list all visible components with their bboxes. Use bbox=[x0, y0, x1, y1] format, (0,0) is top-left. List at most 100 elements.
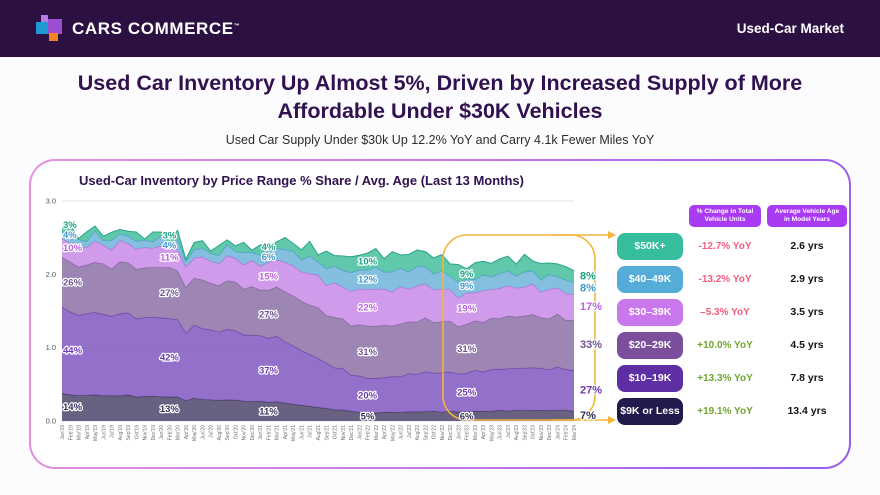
percent-share-label: 31% bbox=[457, 344, 477, 355]
percent-share-label: 5% bbox=[361, 411, 375, 422]
legend-chip--20-29k[interactable]: $20–29K bbox=[617, 331, 683, 359]
percent-share-label: 42% bbox=[160, 353, 180, 364]
percent-share-label: 25% bbox=[457, 387, 477, 398]
x-axis-tick-label: Nov'19 bbox=[143, 425, 149, 441]
percent-share-label: 9% bbox=[460, 281, 474, 292]
legend-chip--10-19k[interactable]: $10–19K bbox=[617, 364, 683, 392]
y-axis-tick-label: 3.0 bbox=[46, 196, 56, 205]
page-subtitle: Used Car Supply Under $30k Up 12.2% YoY … bbox=[225, 132, 655, 147]
x-axis-tick-label: Jan'21 bbox=[258, 425, 264, 440]
x-axis-tick-label: Apr'20 bbox=[184, 425, 190, 440]
y-axis-tick-label: 2.0 bbox=[46, 270, 56, 279]
x-axis-tick-label: May'19 bbox=[93, 425, 99, 441]
percent-share-label: 33% bbox=[580, 339, 602, 351]
legend-chip--40-49k[interactable]: $40–49K bbox=[617, 265, 683, 293]
x-axis-tick-label: Feb'20 bbox=[167, 425, 173, 440]
area-band--30-39k bbox=[62, 238, 574, 327]
legend-column-header-change: % Change in Total Vehicle Units bbox=[689, 204, 761, 227]
x-axis-tick-label: May'21 bbox=[291, 425, 297, 441]
percent-share-label: 6% bbox=[460, 411, 474, 422]
x-axis-tick-label: Jan'22 bbox=[357, 425, 363, 440]
legend-change-value: -13.2% YoY bbox=[698, 273, 752, 285]
x-axis-tick-label: Jun'19 bbox=[101, 425, 107, 440]
area-band--9k-or-less bbox=[62, 393, 574, 421]
legend-change-value: -12.7% YoY bbox=[698, 240, 752, 252]
area-band--50k- bbox=[62, 223, 574, 283]
y-axis-tick-label: 1.0 bbox=[46, 343, 56, 352]
x-axis-tick-label: Aug'20 bbox=[217, 425, 223, 441]
cars-commerce-logo-icon bbox=[36, 15, 63, 42]
area-band--10-19k bbox=[62, 307, 574, 413]
percent-share-label: 22% bbox=[358, 302, 378, 313]
x-axis-tick-label: Jun'22 bbox=[399, 425, 405, 440]
brand-name: CARS COMMERCE™ bbox=[72, 18, 241, 38]
x-axis-tick-label: Mar'24 bbox=[572, 425, 578, 440]
x-axis-tick-label: Jan'19 bbox=[60, 425, 66, 440]
x-axis-tick-label: Jul'23 bbox=[506, 425, 512, 438]
percent-share-label: 26% bbox=[63, 277, 83, 288]
chart-title: Used-Car Inventory by Price Range % Shar… bbox=[79, 172, 524, 188]
report-section-label: Used-Car Market bbox=[736, 21, 844, 36]
percent-share-label: 4% bbox=[63, 230, 77, 241]
x-axis-tick-label: Apr'21 bbox=[283, 425, 289, 440]
x-axis-tick-label: Jan'20 bbox=[159, 425, 165, 440]
chart-card-border: Used-Car Inventory by Price Range % Shar… bbox=[29, 158, 851, 469]
percent-share-label: 8% bbox=[580, 270, 596, 282]
x-axis-tick-label: Jul'20 bbox=[209, 425, 215, 438]
percent-share-label: 10% bbox=[358, 257, 378, 268]
x-axis-tick-label: Oct'19 bbox=[134, 425, 140, 440]
percent-share-label: 6% bbox=[262, 252, 276, 263]
x-axis-tick-label: Sep'20 bbox=[225, 425, 231, 441]
x-axis-tick-label: Jul'21 bbox=[308, 425, 314, 438]
x-axis-tick-label: Aug'22 bbox=[415, 425, 421, 441]
x-axis-tick-label: Jun'20 bbox=[200, 425, 206, 440]
x-axis-tick-label: Jul'19 bbox=[110, 425, 116, 438]
legend-chip--30-39k[interactable]: $30–39K bbox=[617, 298, 683, 326]
x-axis-tick-label: Mar'22 bbox=[374, 425, 380, 440]
highlight-arrow-head-icon bbox=[608, 415, 616, 424]
top-header-bar: CARS COMMERCE™ Used-Car Market bbox=[0, 0, 880, 57]
x-axis-tick-label: Jul'22 bbox=[407, 425, 413, 438]
legend-chip--50k-[interactable]: $50K+ bbox=[617, 232, 683, 260]
x-axis-tick-label: Nov'22 bbox=[440, 425, 446, 441]
percent-share-label: 31% bbox=[358, 347, 378, 358]
percent-share-label: 11% bbox=[160, 252, 179, 263]
x-axis-tick-label: Feb'19 bbox=[68, 425, 74, 440]
x-axis-tick-label: Dec'23 bbox=[547, 425, 553, 441]
x-axis-tick-label: Dec'20 bbox=[250, 425, 256, 441]
x-axis-tick-label: Nov'23 bbox=[539, 425, 545, 441]
x-axis-tick-label: Dec'21 bbox=[349, 425, 355, 441]
page-title: Used Car Inventory Up Almost 5%, Driven … bbox=[77, 71, 803, 123]
percent-share-label: 10% bbox=[63, 243, 83, 254]
percent-share-label: 11% bbox=[259, 406, 278, 417]
percent-share-label: 14% bbox=[63, 402, 83, 413]
x-axis-tick-label: Apr'19 bbox=[85, 425, 91, 440]
percent-share-label: 27% bbox=[160, 288, 180, 299]
percent-share-label: 27% bbox=[580, 385, 602, 397]
percent-share-label: 27% bbox=[259, 309, 279, 320]
percent-share-label: 12% bbox=[358, 275, 378, 286]
percent-share-label: 20% bbox=[358, 390, 378, 401]
x-axis-tick-label: Feb'21 bbox=[266, 425, 272, 440]
x-axis-tick-label: Dec'22 bbox=[448, 425, 454, 441]
x-axis-tick-label: Apr'22 bbox=[382, 425, 388, 440]
x-axis-tick-label: Aug'23 bbox=[514, 425, 520, 441]
x-axis-tick-label: Oct'23 bbox=[531, 425, 537, 440]
x-axis-tick-label: Mar'21 bbox=[275, 425, 281, 440]
x-axis-tick-label: Sep'21 bbox=[324, 425, 330, 441]
legend-change-value: +19.1% YoY bbox=[697, 405, 753, 417]
x-axis-tick-label: Feb'23 bbox=[465, 425, 471, 440]
x-axis-tick-label: May'23 bbox=[489, 425, 495, 441]
legend-change-value: +10.0% YoY bbox=[697, 339, 753, 351]
x-axis-tick-label: Apr'23 bbox=[481, 425, 487, 440]
percent-share-label: 17% bbox=[580, 301, 602, 313]
percent-share-label: 44% bbox=[63, 345, 83, 356]
percent-share-label: 37% bbox=[259, 365, 279, 376]
percent-share-label: 9% bbox=[460, 269, 474, 280]
x-axis-tick-label: Sep'19 bbox=[126, 425, 132, 441]
x-axis-tick-label: Aug'21 bbox=[316, 425, 322, 441]
x-axis-tick-label: Jan'23 bbox=[456, 425, 462, 440]
percent-share-label: 3% bbox=[162, 230, 176, 241]
legend-chip--9k-or-less[interactable]: $9K or Less bbox=[617, 397, 683, 425]
